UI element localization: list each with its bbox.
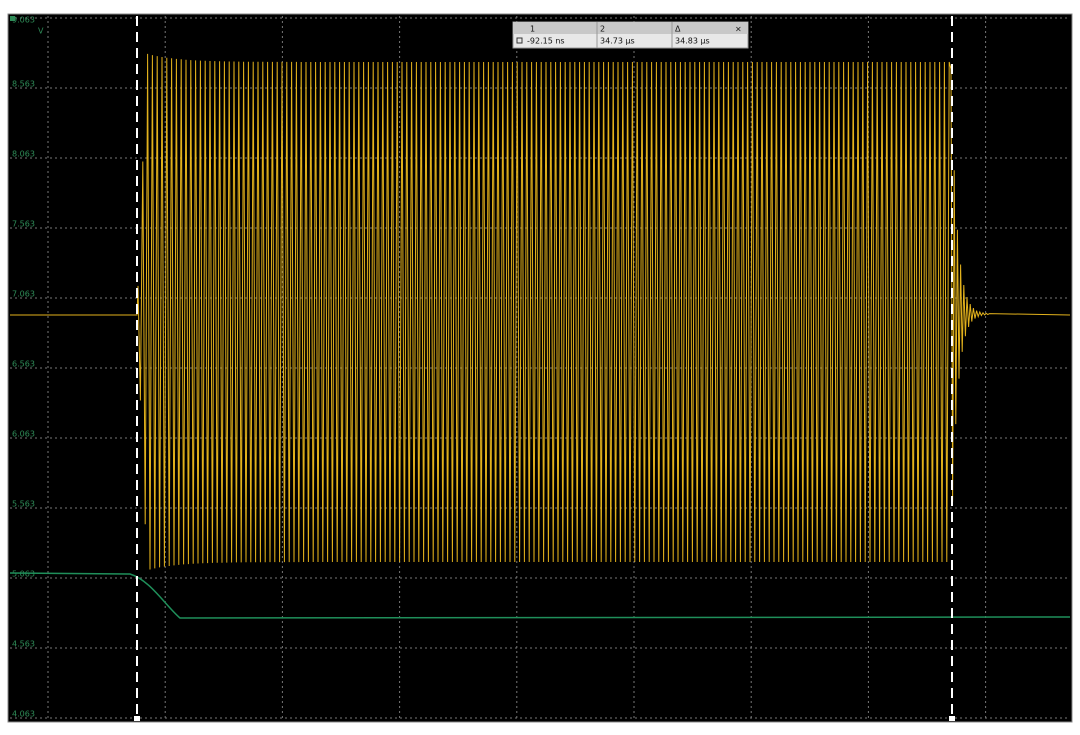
readout-header — [513, 22, 748, 34]
cursor-2-handle[interactable] — [949, 716, 955, 721]
yellow-trace — [10, 53, 1071, 570]
readout-icon — [516, 37, 523, 44]
y-tick-label: 7.063 — [12, 290, 35, 299]
readout-value: -92.15 ns — [527, 37, 565, 46]
y-tick-label: 8.563 — [12, 80, 35, 89]
axis-unit: V — [38, 27, 44, 36]
y-tick-label: 8.063 — [12, 150, 35, 159]
y-tick-label: 4.563 — [12, 640, 35, 649]
readout-heading: 2 — [600, 25, 605, 34]
cursor-1-handle[interactable] — [134, 716, 140, 721]
readout-heading: Δ — [675, 25, 681, 34]
y-tick-label: 6.063 — [12, 430, 35, 439]
channel-marker — [10, 16, 15, 21]
cursor-readout[interactable]: 1 2 Δ × -92.15 ns 34.73 µs 34.83 µs — [512, 21, 749, 49]
y-tick-label: 7.563 — [12, 220, 35, 229]
y-tick-label: 5.063 — [12, 570, 35, 579]
green-trace — [9, 572, 1071, 619]
readout-value: 34.73 µs — [600, 37, 635, 46]
readout-heading: 1 — [530, 25, 535, 34]
y-tick-label: 6.563 — [12, 360, 35, 369]
readout-value: 34.83 µs — [675, 37, 710, 46]
y-tick-label: 9.063 — [12, 16, 35, 25]
close-button[interactable]: × — [735, 25, 742, 34]
y-tick-label: 4.063 — [12, 710, 35, 719]
y-tick-label: 5.563 — [12, 500, 35, 509]
axis-labels: 9.063 8.563 8.063 7.563 7.063 6.563 6.063 5.563… — [12, 16, 35, 719]
